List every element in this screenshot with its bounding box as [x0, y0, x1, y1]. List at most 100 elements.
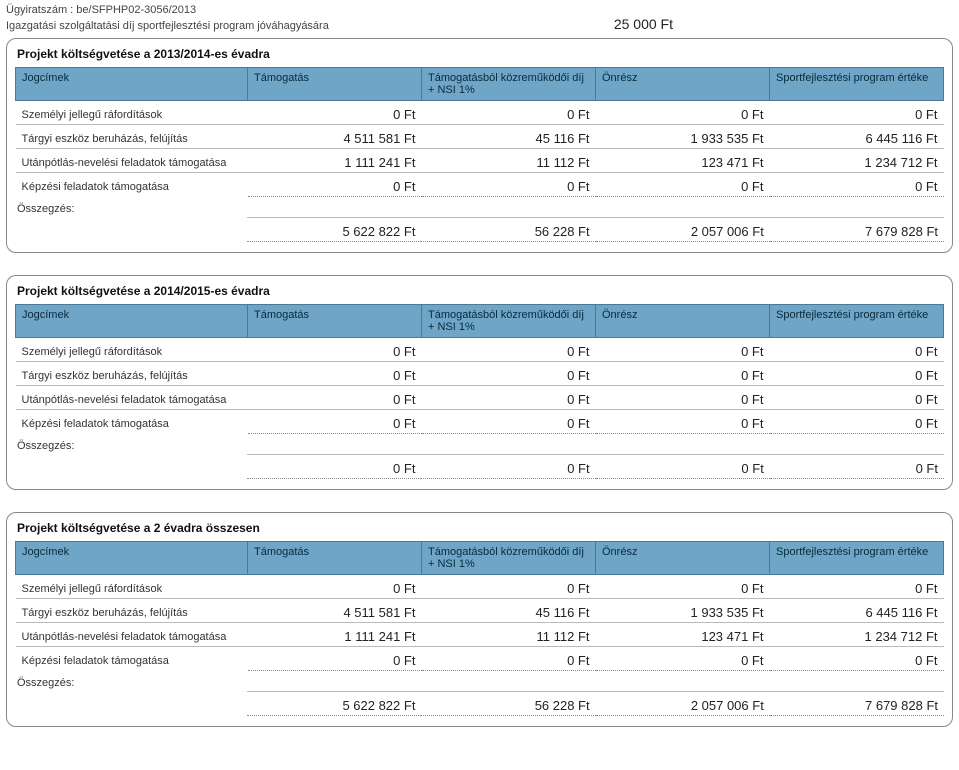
cell-value: 0 Ft — [248, 410, 422, 434]
summary-spacer — [15, 455, 247, 479]
cell-value: 11 112 Ft — [422, 623, 596, 647]
cell-value: 0 Ft — [422, 362, 596, 386]
cell-value: 0 Ft — [248, 647, 422, 671]
row-label: Utánpótlás-nevelési feladatok támogatása — [16, 623, 248, 647]
cell-value: 1 933 535 Ft — [596, 125, 770, 149]
column-header: Önrész — [596, 542, 770, 575]
column-header: Önrész — [596, 305, 770, 338]
table-row: Személyi jellegű ráfordítások0 Ft0 Ft0 F… — [16, 575, 944, 599]
cell-value: 45 116 Ft — [422, 125, 596, 149]
panel-title: Projekt költségvetése a 2014/2015-es éva… — [17, 284, 944, 298]
cell-value: 1 111 241 Ft — [248, 149, 422, 173]
cell-value: 0 Ft — [596, 338, 770, 362]
cell-value: 0 Ft — [770, 338, 944, 362]
summary-value: 2 057 006 Ft — [596, 692, 770, 716]
document-header: Ügyiratszám : be/SFPHP02-3056/2013 Igazg… — [6, 4, 953, 32]
table-row: Tárgyi eszköz beruházás, felújítás4 511 … — [16, 599, 944, 623]
header-amount: 25 000 Ft — [614, 16, 673, 32]
cell-value: 0 Ft — [596, 410, 770, 434]
table-row: Utánpótlás-nevelési feladatok támogatása… — [16, 623, 944, 647]
cell-value: 1 234 712 Ft — [770, 623, 944, 647]
cell-value: 0 Ft — [770, 362, 944, 386]
cell-value: 6 445 116 Ft — [770, 599, 944, 623]
column-header: Támogatás — [248, 305, 422, 338]
cell-value: 0 Ft — [422, 101, 596, 125]
summary-value: 2 057 006 Ft — [596, 218, 770, 242]
summary-label: Összegzés: — [17, 203, 944, 215]
budget-table: JogcímekTámogatásTámogatásból közreműköd… — [15, 67, 944, 197]
cell-value: 0 Ft — [596, 173, 770, 197]
cell-value: 0 Ft — [248, 338, 422, 362]
summary-value: 0 Ft — [247, 455, 421, 479]
cell-value: 0 Ft — [596, 647, 770, 671]
summary-value: 0 Ft — [770, 455, 944, 479]
column-header: Támogatás — [248, 68, 422, 101]
summary-value: 0 Ft — [596, 455, 770, 479]
row-label: Utánpótlás-nevelési feladatok támogatása — [16, 386, 248, 410]
table-row: Képzési feladatok támogatása0 Ft0 Ft0 Ft… — [16, 647, 944, 671]
cell-value: 0 Ft — [248, 386, 422, 410]
summary-spacer — [15, 692, 247, 716]
summary-value: 0 Ft — [421, 455, 595, 479]
cell-value: 0 Ft — [422, 338, 596, 362]
cell-value: 11 112 Ft — [422, 149, 596, 173]
cell-value: 0 Ft — [770, 647, 944, 671]
case-number: Ügyiratszám : be/SFPHP02-3056/2013 — [6, 4, 953, 16]
cell-value: 0 Ft — [422, 386, 596, 410]
cell-value: 0 Ft — [770, 173, 944, 197]
row-label: Személyi jellegű ráfordítások — [16, 101, 248, 125]
cell-value: 0 Ft — [422, 173, 596, 197]
budget-panel: Projekt költségvetése a 2014/2015-es éva… — [6, 275, 953, 490]
panel-title: Projekt költségvetése a 2013/2014-es éva… — [17, 47, 944, 61]
row-label: Tárgyi eszköz beruházás, felújítás — [16, 362, 248, 386]
summary-value: 5 622 822 Ft — [247, 692, 421, 716]
row-label: Személyi jellegű ráfordítások — [16, 338, 248, 362]
cell-value: 1 234 712 Ft — [770, 149, 944, 173]
summary-spacer — [15, 218, 247, 242]
row-label: Képzési feladatok támogatása — [16, 410, 248, 434]
cell-value: 0 Ft — [422, 647, 596, 671]
summary-table: 0 Ft0 Ft0 Ft0 Ft — [15, 454, 944, 479]
column-header: Sportfejlesztési program értéke — [770, 305, 944, 338]
summary-label: Összegzés: — [17, 440, 944, 452]
cell-value: 123 471 Ft — [596, 623, 770, 647]
table-row: Tárgyi eszköz beruházás, felújítás0 Ft0 … — [16, 362, 944, 386]
column-header: Támogatás — [248, 542, 422, 575]
row-label: Tárgyi eszköz beruházás, felújítás — [16, 599, 248, 623]
cell-value: 4 511 581 Ft — [248, 599, 422, 623]
budget-table: JogcímekTámogatásTámogatásból közreműköd… — [15, 541, 944, 671]
table-row: Utánpótlás-nevelési feladatok támogatása… — [16, 149, 944, 173]
summary-value: 5 622 822 Ft — [247, 218, 421, 242]
row-label: Képzési feladatok támogatása — [16, 647, 248, 671]
document-subtitle: Igazgatási szolgáltatási díj sportfejles… — [6, 20, 329, 32]
cell-value: 123 471 Ft — [596, 149, 770, 173]
summary-table: 5 622 822 Ft56 228 Ft2 057 006 Ft7 679 8… — [15, 691, 944, 716]
budget-table: JogcímekTámogatásTámogatásból közreműköd… — [15, 304, 944, 434]
column-header: Támogatásból közreműködői díj + NSI 1% — [422, 542, 596, 575]
table-row: Személyi jellegű ráfordítások0 Ft0 Ft0 F… — [16, 338, 944, 362]
cell-value: 0 Ft — [248, 173, 422, 197]
budget-panel: Projekt költségvetése a 2013/2014-es éva… — [6, 38, 953, 253]
budget-panel: Projekt költségvetése a 2 évadra összese… — [6, 512, 953, 727]
cell-value: 0 Ft — [596, 575, 770, 599]
cell-value: 0 Ft — [770, 410, 944, 434]
cell-value: 0 Ft — [596, 101, 770, 125]
summary-value: 7 679 828 Ft — [770, 218, 944, 242]
column-header: Jogcímek — [16, 542, 248, 575]
cell-value: 0 Ft — [770, 386, 944, 410]
cell-value: 45 116 Ft — [422, 599, 596, 623]
summary-table: 5 622 822 Ft56 228 Ft2 057 006 Ft7 679 8… — [15, 217, 944, 242]
cell-value: 0 Ft — [422, 575, 596, 599]
row-label: Tárgyi eszköz beruházás, felújítás — [16, 125, 248, 149]
summary-value: 56 228 Ft — [421, 692, 595, 716]
row-label: Személyi jellegű ráfordítások — [16, 575, 248, 599]
panel-title: Projekt költségvetése a 2 évadra összese… — [17, 521, 944, 535]
table-row: Utánpótlás-nevelési feladatok támogatása… — [16, 386, 944, 410]
column-header: Sportfejlesztési program értéke — [770, 542, 944, 575]
summary-label: Összegzés: — [17, 677, 944, 689]
cell-value: 0 Ft — [770, 101, 944, 125]
cell-value: 0 Ft — [596, 386, 770, 410]
cell-value: 0 Ft — [248, 362, 422, 386]
cell-value: 0 Ft — [422, 410, 596, 434]
cell-value: 0 Ft — [770, 575, 944, 599]
